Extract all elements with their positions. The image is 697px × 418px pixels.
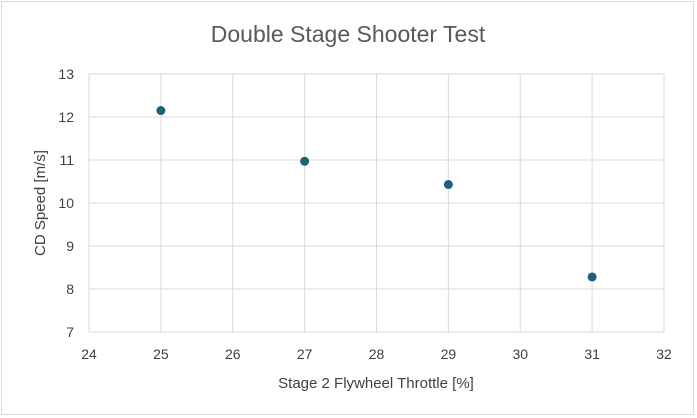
y-tick-label: 11 — [59, 152, 74, 168]
y-tick-label: 13 — [58, 66, 74, 82]
y-tick-label: 7 — [66, 324, 74, 340]
data-point — [587, 272, 597, 282]
y-tick-label: 12 — [58, 109, 74, 125]
x-axis-ticks: 24 25 26 27 28 29 30 31 32 — [81, 346, 672, 362]
y-tick-label: 8 — [66, 281, 74, 297]
data-point — [156, 106, 166, 116]
x-tick-label: 24 — [81, 346, 97, 362]
y-axis-label: CD Speed [m/s] — [32, 150, 49, 256]
x-axis-label: Stage 2 Flywheel Throttle [%] — [278, 375, 474, 392]
y-axis-ticks: 7 8 9 10 11 12 13 — [58, 66, 74, 340]
x-tick-label: 31 — [584, 346, 600, 362]
x-tick-label: 32 — [656, 346, 672, 362]
x-tick-label: 26 — [225, 346, 241, 362]
x-tick-label: 29 — [441, 346, 457, 362]
y-tick-label: 9 — [66, 238, 74, 254]
x-tick-label: 28 — [369, 346, 385, 362]
gridlines — [88, 73, 665, 333]
data-points — [156, 106, 597, 282]
x-tick-label: 25 — [153, 346, 169, 362]
data-point — [300, 156, 310, 166]
y-tick-label: 10 — [58, 195, 74, 211]
chart-title: Double Stage Shooter Test — [211, 21, 486, 47]
data-point — [443, 180, 453, 190]
x-tick-label: 27 — [297, 346, 313, 362]
x-tick-label: 30 — [512, 346, 528, 362]
